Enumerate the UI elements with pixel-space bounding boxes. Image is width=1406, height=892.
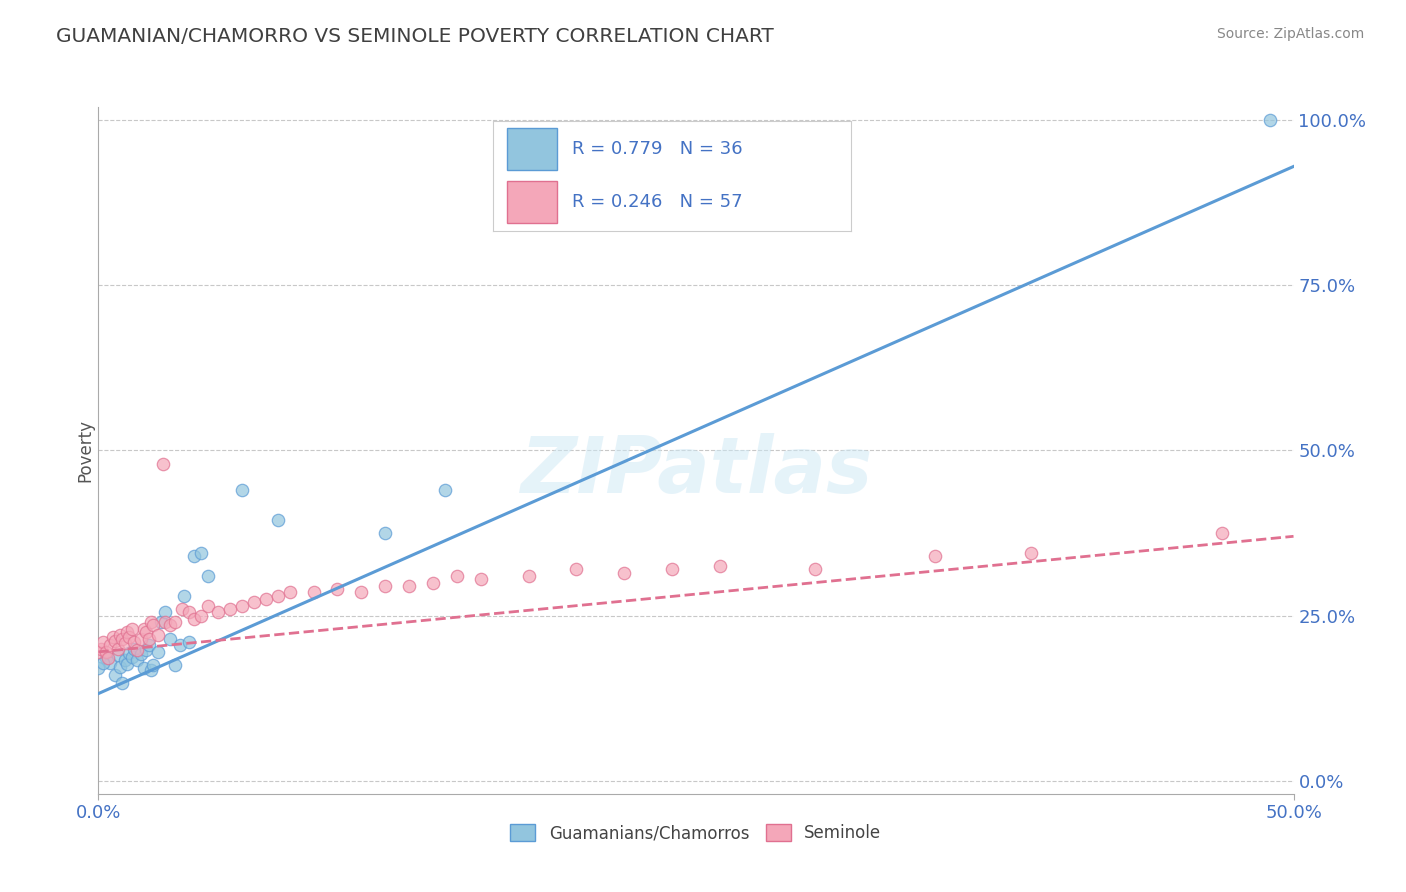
Point	[97, 651, 120, 665]
Point	[138, 632, 160, 646]
Point	[98, 656, 122, 670]
Point	[374, 526, 396, 541]
Point	[124, 641, 146, 656]
Point	[267, 513, 290, 527]
Point	[173, 589, 195, 603]
Point	[111, 632, 134, 646]
Point	[111, 676, 134, 690]
Point	[924, 549, 946, 563]
Y-axis label: Poverty: Poverty	[76, 419, 94, 482]
Point	[132, 622, 155, 636]
Point	[517, 569, 540, 583]
Point	[470, 572, 492, 586]
Point	[179, 635, 201, 649]
Point	[124, 635, 146, 649]
Point	[434, 483, 457, 497]
Point	[1258, 113, 1281, 128]
Point	[139, 663, 162, 677]
Point	[155, 605, 177, 619]
Point	[155, 615, 177, 630]
Point	[115, 625, 138, 640]
Point	[197, 569, 219, 583]
Point	[804, 562, 827, 576]
Point	[326, 582, 349, 596]
Point	[374, 579, 396, 593]
Point	[661, 562, 683, 576]
Point	[169, 638, 191, 652]
Point	[101, 630, 124, 644]
Point	[302, 585, 325, 599]
Point	[142, 618, 165, 632]
Point	[115, 657, 138, 671]
Point	[163, 658, 186, 673]
Text: GUAMANIAN/CHAMORRO VS SEMINOLE POVERTY CORRELATION CHART: GUAMANIAN/CHAMORRO VS SEMINOLE POVERTY C…	[56, 27, 773, 45]
Point	[125, 643, 148, 657]
Point	[183, 549, 205, 563]
Point	[90, 641, 112, 656]
Point	[613, 566, 636, 580]
Point	[148, 645, 170, 659]
Point	[132, 661, 155, 675]
Point	[422, 575, 444, 590]
Point	[183, 612, 205, 626]
Point	[114, 636, 136, 650]
Point	[121, 649, 143, 664]
Point	[131, 647, 153, 661]
Point	[254, 592, 277, 607]
Point	[125, 653, 148, 667]
Point	[1019, 546, 1042, 560]
Point	[149, 615, 172, 630]
Point	[197, 599, 219, 613]
Point	[243, 595, 266, 609]
Point	[138, 638, 160, 652]
Point	[142, 658, 165, 673]
Point	[87, 661, 110, 675]
Point	[108, 660, 131, 674]
Point	[87, 645, 110, 659]
Point	[152, 457, 174, 471]
Point	[709, 559, 731, 574]
Point	[139, 615, 162, 630]
Point	[278, 585, 301, 599]
Point	[231, 483, 253, 497]
Point	[219, 602, 242, 616]
Point	[190, 546, 212, 560]
Point	[104, 668, 127, 682]
Point	[94, 645, 117, 659]
Text: Source: ZipAtlas.com: Source: ZipAtlas.com	[1216, 27, 1364, 41]
Point	[159, 618, 181, 632]
Point	[114, 653, 136, 667]
Point	[179, 605, 201, 619]
Point	[148, 628, 170, 642]
Point	[267, 589, 290, 603]
Point	[118, 646, 141, 660]
Point	[159, 632, 181, 646]
Point	[350, 585, 373, 599]
Point	[91, 635, 114, 649]
Point	[131, 632, 153, 646]
Point	[135, 643, 157, 657]
Point	[121, 622, 143, 636]
Point	[135, 625, 157, 640]
Point	[190, 608, 212, 623]
Point	[94, 651, 117, 665]
Point	[163, 615, 186, 630]
Text: ZIPatlas: ZIPatlas	[520, 433, 872, 509]
Legend: Guamanians/Chamorros, Seminole: Guamanians/Chamorros, Seminole	[506, 819, 886, 847]
Point	[446, 569, 468, 583]
Point	[565, 562, 588, 576]
Point	[91, 656, 114, 670]
Point	[172, 602, 194, 616]
Point	[207, 605, 229, 619]
Point	[231, 599, 253, 613]
Point	[398, 579, 420, 593]
Point	[98, 638, 122, 652]
Point	[108, 628, 131, 642]
Point	[107, 641, 129, 656]
Point	[1211, 526, 1233, 541]
Point	[118, 630, 141, 644]
Point	[107, 648, 129, 663]
Point	[104, 633, 127, 648]
